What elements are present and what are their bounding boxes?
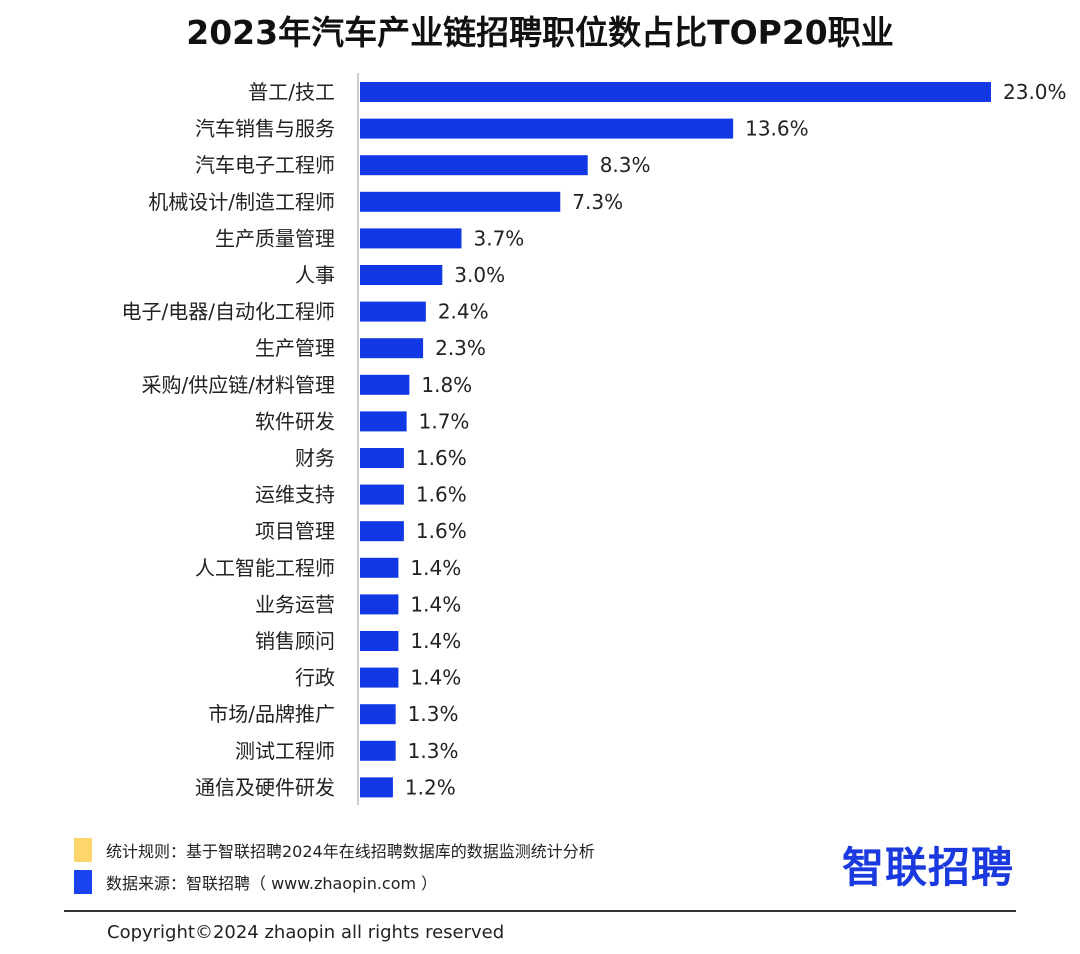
bar — [360, 704, 396, 725]
value-label: 1.4% — [410, 666, 461, 690]
value-label: 13.6% — [745, 117, 809, 141]
value-label: 3.0% — [454, 263, 505, 287]
bar — [360, 631, 399, 651]
legend-swatch-blue — [74, 870, 92, 894]
category-label: 汽车电子工程师 — [195, 153, 335, 177]
bar — [360, 191, 561, 212]
category-label: 运维支持 — [255, 483, 335, 507]
category-label: 生产管理 — [255, 336, 335, 360]
value-label: 2.4% — [438, 300, 489, 324]
legend-item-rule: 统计规则：基于智联招聘2024年在线招聘数据库的数据监测统计分析 — [74, 838, 595, 862]
category-label: 项目管理 — [255, 519, 335, 543]
bar — [360, 557, 399, 578]
bar — [360, 228, 462, 249]
value-label: 1.6% — [416, 446, 467, 470]
category-label: 生产质量管理 — [215, 226, 335, 250]
category-label: 财务 — [295, 446, 335, 470]
value-label: 23.0% — [1003, 80, 1067, 104]
copyright-text: Copyright©2024 zhaopin all rights reserv… — [107, 922, 505, 943]
category-label: 测试工程师 — [235, 739, 335, 763]
category-label: 销售顾问 — [255, 629, 335, 653]
bar — [360, 521, 404, 542]
bar — [360, 411, 407, 432]
bar — [360, 484, 404, 505]
bar — [360, 118, 734, 139]
bar — [360, 265, 443, 285]
bar — [360, 667, 399, 688]
legend-item-source: 数据来源：智联招聘（ www.zhaopin.com ） — [74, 870, 437, 894]
category-label: 机械设计/制造工程师 — [148, 190, 335, 214]
category-label: 采购/供应链/材料管理 — [142, 373, 335, 397]
category-label: 通信及硬件研发 — [195, 775, 335, 799]
bar — [360, 82, 991, 102]
value-label: 1.4% — [410, 629, 461, 653]
category-label: 人事 — [295, 263, 335, 287]
value-label: 1.6% — [416, 483, 467, 507]
value-label: 1.2% — [405, 775, 456, 799]
legend-swatch-yellow — [74, 838, 92, 862]
bar — [360, 594, 399, 615]
value-label: 1.3% — [408, 702, 459, 726]
bar — [360, 374, 410, 395]
value-label: 1.3% — [408, 739, 459, 763]
bar-chart: 普工/技工 23.0% 汽车销售与服务 13.6% 汽车电子工程师 8.3% 机械设计/制造… — [122, 73, 1067, 805]
legend-text: 数据来源：智联招聘（ www.zhaopin.com ） — [106, 874, 438, 893]
bar — [360, 155, 588, 176]
category-label: 汽车销售与服务 — [195, 117, 335, 141]
value-label: 8.3% — [600, 153, 651, 177]
value-label: 1.6% — [416, 519, 467, 543]
value-label: 3.7% — [474, 226, 525, 250]
category-label: 人工智能工程师 — [195, 556, 335, 580]
category-label: 电子/电器/自动化工程师 — [122, 300, 335, 324]
category-label: 业务运营 — [255, 592, 335, 616]
value-label: 1.4% — [410, 556, 461, 580]
divider — [64, 910, 1016, 912]
bar — [360, 301, 426, 322]
category-label: 普工/技工 — [248, 80, 335, 104]
value-label: 1.8% — [421, 373, 472, 397]
legend-text: 统计规则：基于智联招聘2024年在线招聘数据库的数据监测统计分析 — [106, 842, 595, 861]
chart-title: 2023年汽车产业链招聘职位数占比TOP20职业 — [186, 13, 894, 52]
bar — [360, 740, 396, 761]
value-label: 2.3% — [435, 336, 486, 360]
bar — [360, 338, 424, 359]
bar — [360, 448, 404, 468]
category-label: 市场/品牌推广 — [208, 702, 335, 726]
value-label: 1.7% — [419, 409, 470, 433]
value-label: 1.4% — [410, 592, 461, 616]
category-label: 软件研发 — [255, 409, 335, 433]
bar — [360, 777, 393, 798]
zhaopin-logo: 智联招聘 — [842, 843, 1015, 892]
value-label: 7.3% — [572, 190, 623, 214]
category-label: 行政 — [295, 666, 335, 690]
